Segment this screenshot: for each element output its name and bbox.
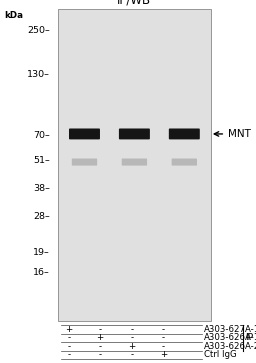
Text: 19–: 19– — [33, 248, 50, 257]
Text: IP/WB: IP/WB — [117, 0, 152, 6]
FancyBboxPatch shape — [72, 159, 97, 166]
Text: A303-626A-1: A303-626A-1 — [204, 334, 256, 342]
Bar — [58, 9, 211, 321]
Text: 70–: 70– — [33, 131, 50, 140]
Text: -: - — [68, 334, 71, 342]
Text: IP: IP — [245, 334, 253, 342]
Text: +: + — [160, 350, 167, 359]
Text: -: - — [68, 342, 71, 351]
Text: -: - — [98, 325, 101, 334]
Text: -: - — [98, 342, 101, 351]
Text: MNT: MNT — [228, 129, 251, 139]
Text: +: + — [96, 334, 103, 342]
Text: 130–: 130– — [27, 70, 50, 79]
Text: kDa: kDa — [4, 11, 23, 20]
Text: -: - — [162, 342, 165, 351]
Text: +: + — [66, 325, 73, 334]
FancyBboxPatch shape — [119, 129, 150, 139]
Text: -: - — [162, 334, 165, 342]
Text: A303-626A-2: A303-626A-2 — [204, 342, 256, 351]
Text: -: - — [162, 325, 165, 334]
Text: 38–: 38– — [33, 184, 50, 193]
Text: 16–: 16– — [33, 268, 50, 277]
Text: A303-627A-1: A303-627A-1 — [204, 325, 256, 334]
FancyBboxPatch shape — [172, 159, 197, 166]
Text: +: + — [128, 342, 135, 351]
FancyBboxPatch shape — [169, 129, 200, 139]
Text: 250–: 250– — [27, 26, 50, 36]
Text: -: - — [98, 350, 101, 359]
Text: -: - — [130, 334, 133, 342]
Text: 51–: 51– — [33, 156, 50, 165]
Text: 28–: 28– — [33, 212, 50, 221]
Text: -: - — [68, 350, 71, 359]
FancyBboxPatch shape — [122, 159, 147, 166]
Text: -: - — [130, 325, 133, 334]
FancyBboxPatch shape — [69, 129, 100, 139]
Text: Ctrl IgG: Ctrl IgG — [204, 350, 236, 359]
Text: -: - — [130, 350, 133, 359]
